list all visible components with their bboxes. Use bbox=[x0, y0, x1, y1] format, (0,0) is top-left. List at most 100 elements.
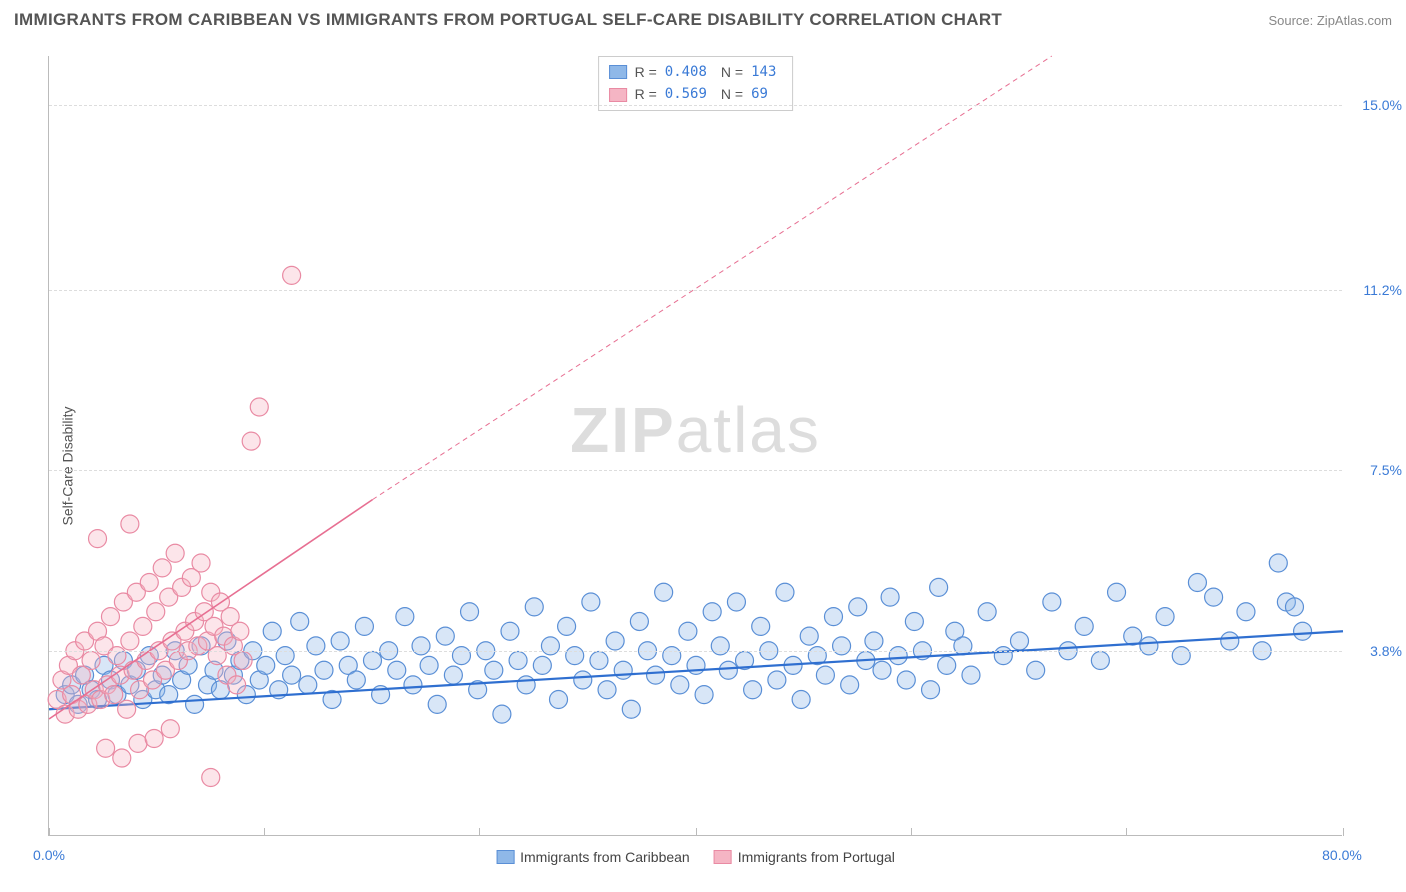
source-attribution: Source: ZipAtlas.com bbox=[1268, 13, 1392, 28]
scatter-point-caribbean bbox=[263, 622, 281, 640]
scatter-point-caribbean bbox=[582, 593, 600, 611]
scatter-point-caribbean bbox=[412, 637, 430, 655]
scatter-point-portugal bbox=[97, 739, 115, 757]
legend-corr-row-portugal: R =0.569N = 69 bbox=[609, 83, 783, 105]
scatter-point-caribbean bbox=[792, 691, 810, 709]
scatter-point-caribbean bbox=[1091, 652, 1109, 670]
scatter-point-portugal bbox=[105, 686, 123, 704]
scatter-point-portugal bbox=[134, 617, 152, 635]
scatter-point-caribbean bbox=[461, 603, 479, 621]
scatter-point-portugal bbox=[89, 530, 107, 548]
scatter-point-caribbean bbox=[614, 661, 632, 679]
legend-swatch bbox=[609, 65, 627, 79]
scatter-point-caribbean bbox=[703, 603, 721, 621]
series-legend: Immigrants from CaribbeanImmigrants from… bbox=[496, 849, 895, 865]
scatter-point-caribbean bbox=[1294, 622, 1312, 640]
scatter-point-portugal bbox=[283, 266, 301, 284]
y-tick-label: 3.8% bbox=[1370, 643, 1402, 659]
scatter-point-caribbean bbox=[598, 681, 616, 699]
header: IMMIGRANTS FROM CARIBBEAN VS IMMIGRANTS … bbox=[0, 0, 1406, 40]
scatter-point-caribbean bbox=[1156, 608, 1174, 626]
scatter-point-caribbean bbox=[938, 656, 956, 674]
scatter-point-caribbean bbox=[1269, 554, 1287, 572]
scatter-point-caribbean bbox=[1188, 574, 1206, 592]
scatter-point-caribbean bbox=[1011, 632, 1029, 650]
legend-r-label: R = bbox=[635, 61, 657, 83]
scatter-point-portugal bbox=[113, 749, 131, 767]
scatter-point-caribbean bbox=[889, 647, 907, 665]
legend-n-value: 69 bbox=[751, 83, 768, 105]
y-tick-label: 11.2% bbox=[1363, 282, 1402, 298]
scatter-point-caribbean bbox=[509, 652, 527, 670]
gridline-h bbox=[49, 651, 1342, 652]
scatter-point-portugal bbox=[208, 647, 226, 665]
scatter-point-caribbean bbox=[574, 671, 592, 689]
scatter-point-caribbean bbox=[1075, 617, 1093, 635]
scatter-point-caribbean bbox=[517, 676, 535, 694]
scatter-point-caribbean bbox=[606, 632, 624, 650]
x-tick bbox=[479, 828, 480, 836]
scatter-point-caribbean bbox=[283, 666, 301, 684]
scatter-point-portugal bbox=[82, 652, 100, 670]
plot-container: Self-Care Disability ZIPatlas R =0.408N … bbox=[0, 40, 1406, 892]
chart-title: IMMIGRANTS FROM CARIBBEAN VS IMMIGRANTS … bbox=[14, 10, 1002, 30]
scatter-point-caribbean bbox=[331, 632, 349, 650]
scatter-point-caribbean bbox=[444, 666, 462, 684]
scatter-point-portugal bbox=[250, 398, 268, 416]
scatter-point-caribbean bbox=[865, 632, 883, 650]
scatter-point-caribbean bbox=[930, 578, 948, 596]
scatter-point-caribbean bbox=[396, 608, 414, 626]
scatter-point-caribbean bbox=[428, 695, 446, 713]
scatter-point-portugal bbox=[108, 647, 126, 665]
scatter-point-caribbean bbox=[1108, 583, 1126, 601]
legend-swatch bbox=[496, 850, 514, 864]
plot-area: ZIPatlas R =0.408N =143R =0.569N = 69 Im… bbox=[48, 56, 1342, 836]
scatter-point-caribbean bbox=[501, 622, 519, 640]
legend-corr-row-caribbean: R =0.408N =143 bbox=[609, 61, 783, 83]
scatter-point-portugal bbox=[145, 730, 163, 748]
scatter-point-caribbean bbox=[978, 603, 996, 621]
scatter-point-caribbean bbox=[347, 671, 365, 689]
legend-r-value: 0.408 bbox=[665, 61, 707, 83]
legend-swatch bbox=[609, 88, 627, 102]
scatter-point-caribbean bbox=[622, 700, 640, 718]
scatter-point-caribbean bbox=[800, 627, 818, 645]
y-tick-label: 15.0% bbox=[1362, 97, 1402, 113]
scatter-point-caribbean bbox=[768, 671, 786, 689]
scatter-point-caribbean bbox=[404, 676, 422, 694]
scatter-point-portugal bbox=[231, 622, 249, 640]
scatter-point-caribbean bbox=[922, 681, 940, 699]
scatter-point-portugal bbox=[121, 632, 139, 650]
scatter-point-portugal bbox=[101, 608, 119, 626]
scatter-point-caribbean bbox=[525, 598, 543, 616]
scatter-point-caribbean bbox=[841, 676, 859, 694]
scatter-point-caribbean bbox=[558, 617, 576, 635]
scatter-point-caribbean bbox=[364, 652, 382, 670]
scatter-point-caribbean bbox=[291, 613, 309, 631]
scatter-point-portugal bbox=[166, 544, 184, 562]
scatter-point-portugal bbox=[153, 559, 171, 577]
scatter-point-caribbean bbox=[630, 613, 648, 631]
legend-r-value: 0.569 bbox=[665, 83, 707, 105]
scatter-point-caribbean bbox=[420, 656, 438, 674]
scatter-point-caribbean bbox=[315, 661, 333, 679]
scatter-point-caribbean bbox=[824, 608, 842, 626]
scatter-point-caribbean bbox=[1221, 632, 1239, 650]
gridline-h bbox=[49, 290, 1342, 291]
scatter-point-caribbean bbox=[655, 583, 673, 601]
scatter-point-portugal bbox=[140, 574, 158, 592]
scatter-point-caribbean bbox=[452, 647, 470, 665]
gridline-h bbox=[49, 470, 1342, 471]
x-tick bbox=[696, 828, 697, 836]
scatter-point-caribbean bbox=[276, 647, 294, 665]
scatter-point-caribbean bbox=[1172, 647, 1190, 665]
legend-item-portugal: Immigrants from Portugal bbox=[714, 849, 895, 865]
legend-n-label: N = bbox=[721, 61, 743, 83]
scatter-point-caribbean bbox=[671, 676, 689, 694]
scatter-point-caribbean bbox=[873, 661, 891, 679]
y-tick-label: 7.5% bbox=[1370, 462, 1402, 478]
scatter-point-caribbean bbox=[849, 598, 867, 616]
scatter-point-caribbean bbox=[1124, 627, 1142, 645]
x-tick bbox=[911, 828, 912, 836]
x-tick-label-max: 80.0% bbox=[1322, 847, 1362, 863]
